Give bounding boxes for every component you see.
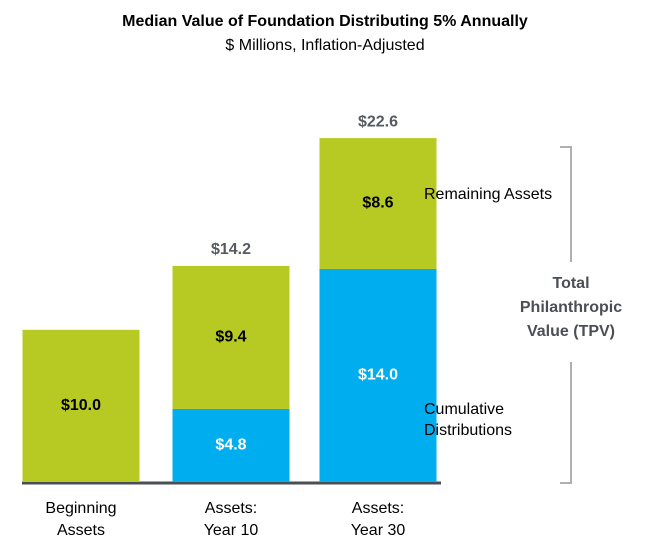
tpv-bracket bbox=[560, 146, 572, 484]
x-tick-label: Year 30 bbox=[351, 522, 406, 539]
x-tick-label: Year 10 bbox=[204, 522, 259, 539]
total-label: $14.2 bbox=[211, 241, 251, 258]
bar-segment bbox=[22, 329, 140, 482]
total-label: $22.6 bbox=[358, 113, 398, 130]
value-label: $14.0 bbox=[358, 367, 398, 384]
bar-segment bbox=[172, 265, 290, 409]
tpv-annotation: Total Philanthropic Value (TPV) bbox=[519, 275, 623, 340]
x-tick-label: Assets: bbox=[205, 500, 257, 517]
bar-segment bbox=[172, 408, 290, 482]
chart-title: Median Value of Foundation Distributing … bbox=[122, 13, 528, 30]
value-label: $4.8 bbox=[215, 437, 246, 454]
value-label: $8.6 bbox=[362, 195, 393, 212]
value-label: $9.4 bbox=[215, 329, 246, 346]
x-tick-label: Assets: bbox=[352, 500, 404, 517]
bar-segment bbox=[319, 138, 437, 269]
chart-subtitle: $ Millions, Inflation-Adjusted bbox=[225, 37, 424, 54]
bar-segment bbox=[319, 268, 437, 482]
legend-remaining: Remaining Assets bbox=[424, 186, 553, 203]
x-tick-label: Beginning bbox=[45, 500, 116, 517]
value-label: $10.0 bbox=[61, 397, 101, 414]
legend-cumulative: Cumulative Distributions bbox=[424, 401, 513, 439]
x-tick-label: Assets bbox=[57, 522, 105, 539]
